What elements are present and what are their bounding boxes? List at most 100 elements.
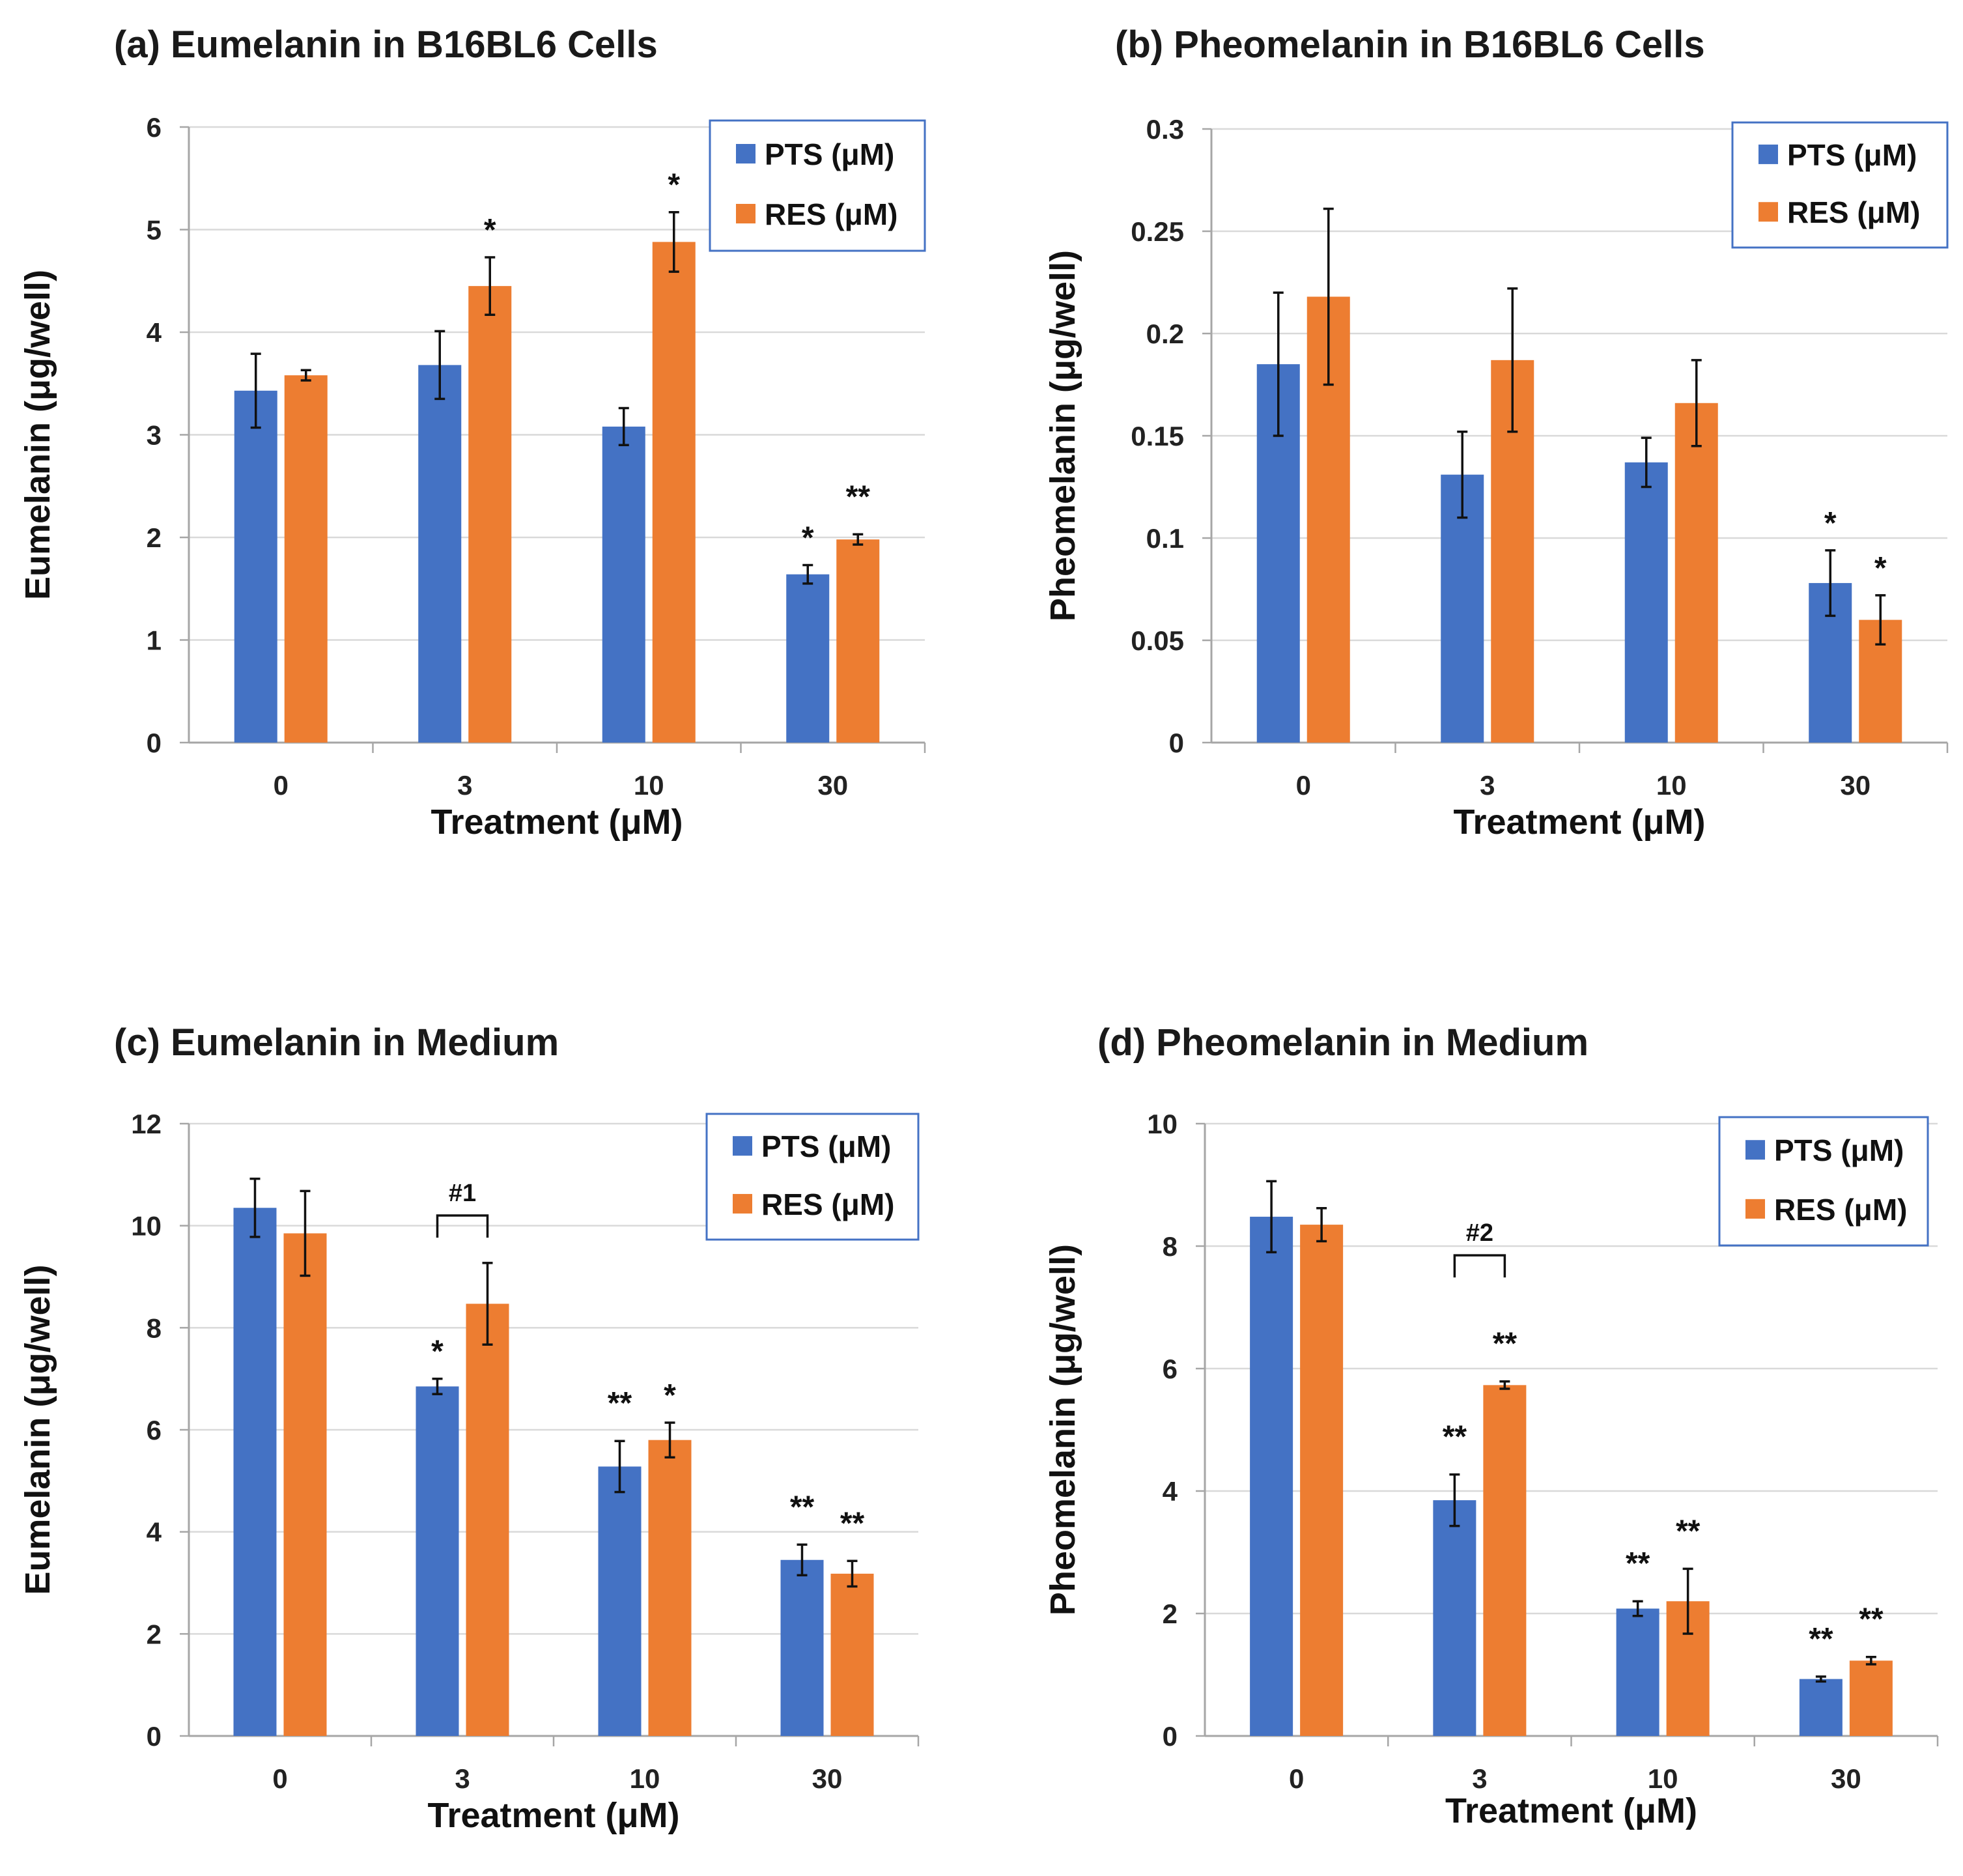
x-tick-label: 0	[1289, 1763, 1304, 1794]
legend-swatch-res	[736, 204, 756, 223]
y-tick-label: 6	[147, 112, 162, 143]
y-tick-label: 6	[1163, 1354, 1178, 1384]
chart-title: (d) Pheomelanin in Medium	[1097, 1021, 1589, 1064]
x-tick-label: 30	[812, 1763, 843, 1794]
y-tick-label: 6	[147, 1415, 162, 1445]
y-tick-label: 0.15	[1131, 421, 1184, 451]
y-tick-label: 0	[147, 1721, 162, 1752]
significance-marker: **	[1493, 1327, 1518, 1361]
legend-swatch-pts	[733, 1136, 752, 1156]
y-tick-label: 5	[147, 215, 162, 246]
bar-pts	[1441, 474, 1484, 743]
chart-panel-b: (b) Pheomelanin in B16BL6 Cells 0 0.05 0.1 0…	[1043, 23, 1949, 842]
bar-res	[648, 1440, 692, 1736]
x-tick-label: 0	[274, 770, 289, 801]
bar-res	[830, 1573, 874, 1736]
y-tick-label: 0.3	[1146, 114, 1184, 145]
bar-pts	[1616, 1608, 1659, 1736]
significance-marker: **	[840, 1506, 865, 1541]
significance-marker: **	[1859, 1602, 1884, 1637]
y-tick-label: 0	[147, 728, 162, 758]
bar-pts	[1250, 1216, 1293, 1736]
bar-pts	[1624, 462, 1668, 743]
legend-swatch-pts	[736, 144, 756, 163]
bar-res	[468, 286, 512, 743]
x-tick-label: 10	[1648, 1763, 1678, 1794]
x-tick-label: 10	[634, 770, 664, 801]
x-tick-label: 30	[1840, 770, 1871, 801]
y-tick-label: 0	[1163, 1721, 1178, 1752]
bar-res	[1674, 403, 1718, 743]
legend-label-res: RES (μM)	[1787, 195, 1920, 229]
y-tick-label: 0.05	[1131, 625, 1184, 656]
y-tick-label: 0	[1169, 728, 1184, 758]
bar-pts	[1799, 1679, 1843, 1736]
chart-panel-d: (d) Pheomelanin in Medium 0 2 4 6 8 10 0 3 ** ** 10…	[1043, 1021, 1939, 1830]
x-tick-label: 10	[1656, 770, 1687, 801]
y-tick-label: 0.2	[1146, 319, 1184, 349]
y-tick-label: 4	[147, 1517, 162, 1548]
legend-box	[709, 119, 926, 252]
y-tick-label: 0.25	[1131, 216, 1184, 247]
legend-label-pts: PTS (μM)	[761, 1130, 891, 1163]
significance-marker: **	[1626, 1546, 1650, 1581]
bar-pts	[786, 574, 830, 743]
y-tick-label: 10	[131, 1211, 162, 1242]
y-tick-label: 10	[1147, 1109, 1178, 1139]
legend-swatch-res	[1758, 202, 1778, 222]
legend-label-res: RES (μM)	[761, 1187, 894, 1221]
x-tick-label: 3	[457, 770, 472, 801]
x-tick-label: 3	[1480, 770, 1495, 801]
x-tick-label: 0	[272, 1763, 287, 1794]
legend-box	[705, 1113, 920, 1241]
legend-swatch-res	[733, 1193, 752, 1214]
y-axis-title: Eumelanin (μg/well)	[18, 270, 57, 600]
significance-marker: **	[790, 1490, 815, 1524]
comparison-bracket	[1453, 1254, 1506, 1278]
comparison-label: #2	[1466, 1219, 1493, 1247]
bar-res	[283, 1233, 327, 1736]
y-axis-title: Pheomelanin (μg/well)	[1043, 250, 1082, 621]
significance-marker: *	[802, 521, 814, 556]
significance-marker: **	[1809, 1622, 1833, 1656]
y-tick-label: 0.1	[1146, 523, 1184, 554]
significance-marker: **	[1676, 1514, 1701, 1548]
y-tick-label: 1	[147, 625, 162, 656]
legend-swatch-res	[1745, 1199, 1765, 1219]
x-tick-label: 10	[630, 1763, 660, 1794]
legend-swatch-pts	[1758, 144, 1778, 164]
chart-title: (a) Eumelanin in B16BL6 Cells	[114, 23, 658, 66]
y-tick-label: 2	[1163, 1599, 1178, 1629]
y-axis-title: Pheomelanin (μg/well)	[1043, 1244, 1082, 1615]
comparison-bracket	[436, 1214, 489, 1238]
bar-pts	[598, 1466, 642, 1736]
x-tick-label: 3	[455, 1763, 470, 1794]
legend-box	[1718, 1116, 1929, 1247]
y-tick-label: 8	[147, 1313, 162, 1343]
y-tick-label: 2	[147, 522, 162, 553]
bar-pts	[234, 390, 277, 743]
bar-res	[284, 375, 328, 743]
significance-marker: *	[431, 1335, 444, 1369]
y-tick-label: 12	[131, 1109, 162, 1139]
x-axis-title: Treatment (μM)	[1453, 803, 1705, 842]
legend-label-pts: PTS (μM)	[765, 137, 894, 171]
legend-box	[1731, 121, 1949, 249]
significance-marker: *	[1824, 506, 1837, 541]
x-axis-title: Treatment (μM)	[427, 1796, 679, 1835]
x-tick-label: 30	[1831, 1763, 1861, 1794]
y-axis-title: Eumelanin (μg/well)	[18, 1264, 57, 1595]
chart-title: (b) Pheomelanin in B16BL6 Cells	[1115, 23, 1705, 66]
bar-res	[466, 1303, 509, 1736]
bar-pts	[416, 1386, 459, 1736]
legend-label-res: RES (μM)	[1774, 1193, 1907, 1227]
bar-res	[1849, 1660, 1893, 1736]
significance-marker: *	[664, 1378, 676, 1413]
bar-pts	[1433, 1500, 1476, 1736]
legend-label-pts: PTS (μM)	[1774, 1133, 1904, 1167]
significance-marker: *	[484, 213, 496, 248]
legend-label-pts: PTS (μM)	[1787, 138, 1917, 172]
significance-marker: **	[608, 1386, 632, 1421]
